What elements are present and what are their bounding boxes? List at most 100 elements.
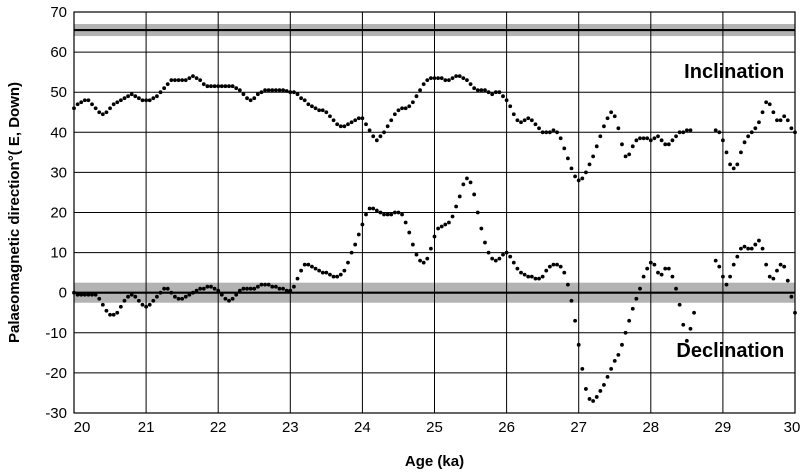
series-0-point (573, 174, 577, 179)
series-0-point (342, 124, 347, 129)
y-tick-label: 40 (50, 124, 67, 141)
series-1-point (155, 294, 159, 299)
series-0-point (602, 124, 606, 129)
series-0-point (739, 150, 743, 155)
series-0-point (461, 76, 466, 81)
series-1-point (335, 274, 340, 279)
series-0-point (302, 98, 307, 103)
series-1-point (623, 330, 628, 335)
x-tick-label: 29 (715, 419, 732, 436)
series-1-point (115, 310, 120, 315)
series-1-point (79, 292, 84, 297)
series-1-point (82, 292, 87, 297)
series-0-point (641, 136, 646, 141)
series-0-point (115, 100, 120, 105)
series-0-point (209, 84, 213, 89)
data-points (72, 74, 797, 403)
series-0-point (504, 98, 509, 103)
series-1-point (439, 224, 444, 229)
series-1-point (371, 206, 376, 211)
series-0-point (584, 170, 588, 175)
series-0-point (721, 138, 725, 143)
series-1-point (118, 304, 123, 309)
series-1-point (447, 220, 451, 225)
series-0-point (407, 104, 412, 109)
series-1-point (414, 252, 419, 257)
series-1-point (666, 266, 671, 271)
series-1-point (461, 182, 466, 187)
series-1-point (266, 282, 271, 287)
series-1-point (742, 244, 747, 249)
series-0-point (147, 98, 152, 103)
series-1-point (486, 250, 491, 255)
series-0-point (162, 86, 167, 91)
series-0-point (681, 130, 686, 135)
series-1-point (753, 242, 758, 247)
series-0-point (86, 98, 91, 103)
series-1-point (493, 258, 498, 263)
series-1-point (176, 296, 181, 301)
series-1-point (558, 264, 563, 269)
series-0-point (374, 138, 379, 143)
series-0-point (648, 138, 653, 143)
series-0-point (252, 96, 257, 101)
series-0-point (753, 126, 758, 131)
x-tick-label: 22 (210, 419, 227, 436)
series-1-point (165, 286, 170, 291)
y-tick-label: -10 (45, 325, 67, 342)
series-0-point (270, 88, 275, 93)
series-0-point (353, 118, 358, 123)
series-1-point (501, 252, 505, 257)
series-0-point (746, 134, 751, 139)
series-0-point (540, 130, 545, 135)
x-tick-label: 26 (498, 419, 515, 436)
series-0-point (118, 98, 123, 103)
series-0-point (320, 108, 325, 113)
series-0-point (360, 116, 365, 121)
series-1-point (403, 220, 408, 225)
series-0-point (764, 100, 769, 105)
series-1-point (760, 246, 765, 251)
series-0-point (324, 110, 329, 115)
series-1-point (591, 399, 596, 403)
series-0-point (245, 96, 249, 101)
series-1-point (504, 250, 509, 255)
series-0-point (136, 96, 141, 101)
series-0-point (767, 102, 772, 107)
series-0-point (519, 120, 523, 125)
series-0-point (609, 110, 614, 115)
series-0-point (443, 78, 448, 83)
series-0-point (382, 130, 386, 135)
series-0-point (104, 110, 109, 115)
series-0-point (385, 124, 390, 129)
x-tick-label: 23 (282, 419, 299, 436)
series-0-point (547, 130, 552, 135)
series-1-point (522, 272, 527, 277)
series-0-point (158, 90, 163, 95)
series-0-point (778, 118, 783, 123)
y-tick-label: 0 (59, 285, 67, 302)
series-1-point (511, 260, 516, 265)
series-1-point (183, 294, 188, 299)
series-1-point (252, 286, 257, 291)
series-1-point (230, 296, 235, 301)
series-1-point (717, 264, 722, 269)
series-1-point (508, 254, 513, 259)
series-0-point (389, 118, 394, 123)
series-1-point (428, 246, 433, 251)
series-0-point (493, 90, 498, 95)
series-0-point (522, 118, 527, 123)
series-0-point (757, 120, 761, 125)
series-1-point (721, 274, 725, 279)
series-1-point (432, 234, 437, 239)
series-1-point (255, 284, 260, 289)
series-0-point (328, 114, 332, 119)
series-0-point (454, 74, 459, 79)
series-0-point (299, 96, 304, 101)
series-1-point (382, 212, 386, 217)
series-0-point (126, 94, 130, 99)
annotations: Inclination Declination (676, 61, 784, 362)
series-0-point (465, 78, 469, 83)
series-1-point (126, 294, 130, 299)
series-1-point (576, 342, 581, 347)
